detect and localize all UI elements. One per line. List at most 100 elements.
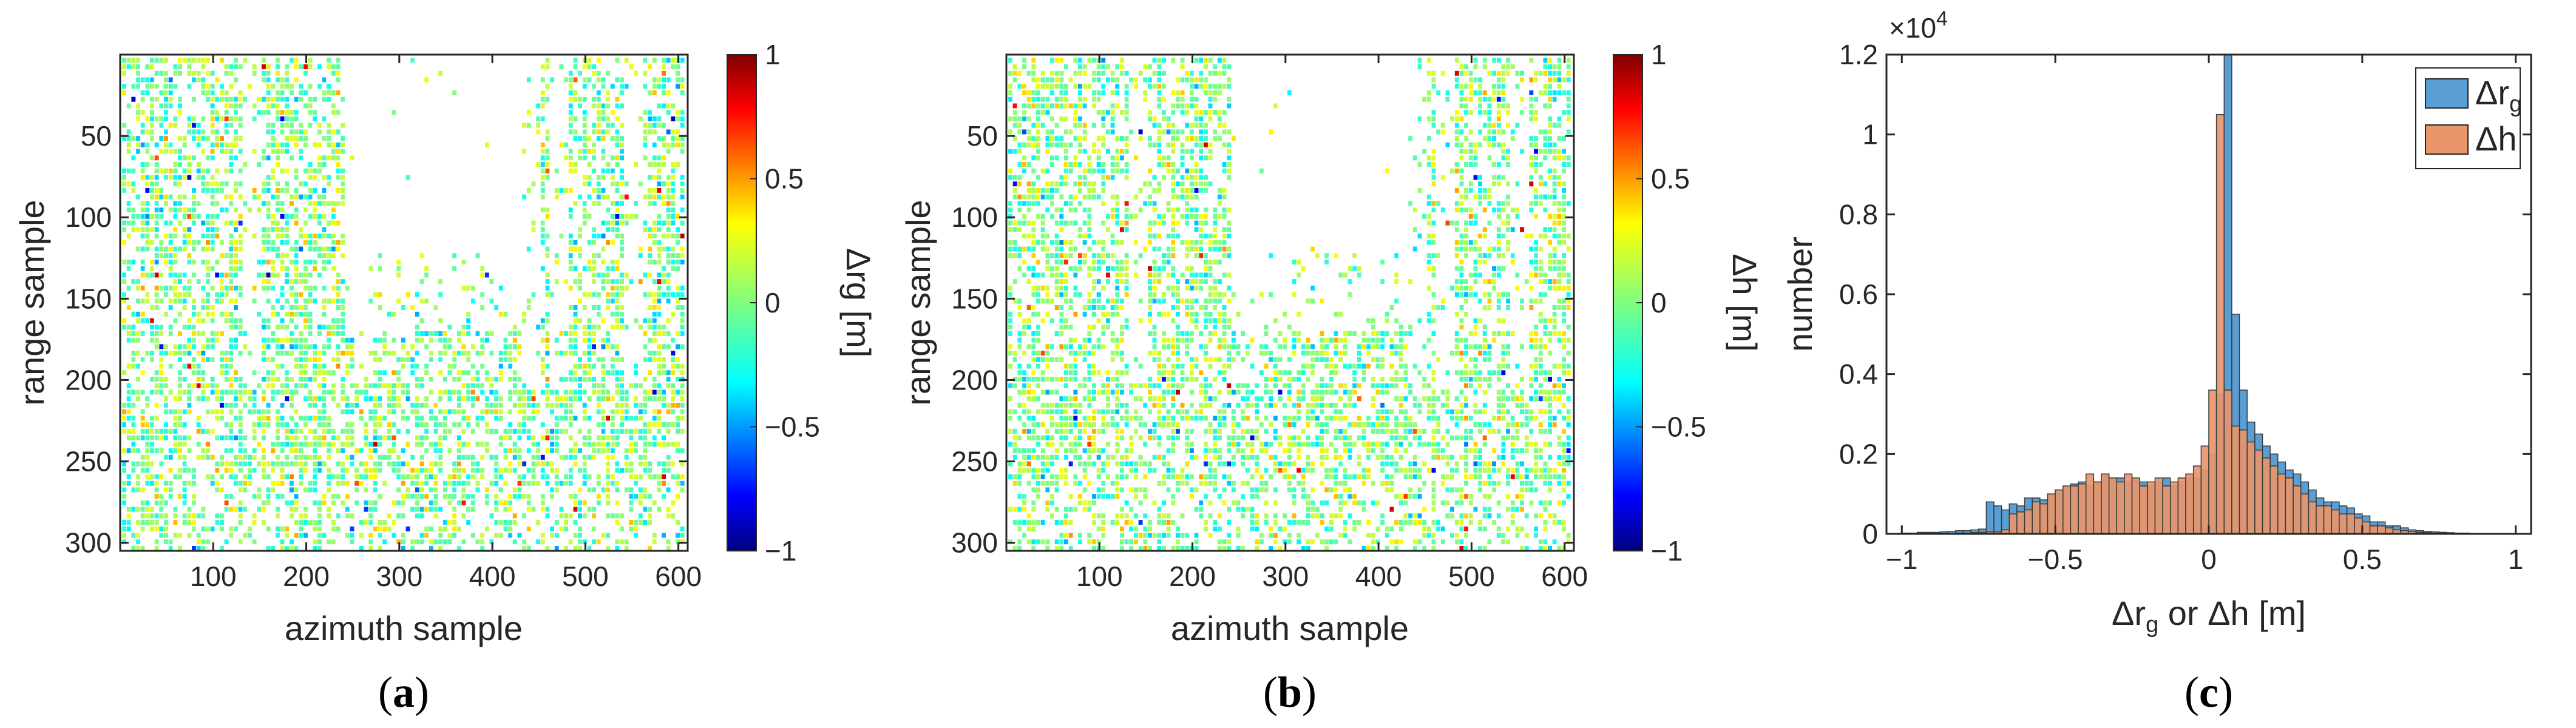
residual-pixel bbox=[1045, 96, 1050, 102]
residual-pixel bbox=[582, 142, 587, 147]
residual-pixel bbox=[201, 507, 206, 512]
residual-pixel bbox=[229, 168, 234, 174]
residual-pixel bbox=[540, 266, 545, 271]
residual-pixel bbox=[290, 513, 294, 519]
residual-pixel bbox=[140, 370, 145, 376]
residual-pixel bbox=[1050, 253, 1054, 258]
residual-pixel bbox=[601, 428, 606, 434]
residual-pixel bbox=[624, 539, 629, 545]
residual-pixel bbox=[359, 461, 364, 467]
residual-pixel bbox=[419, 468, 424, 473]
residual-pixel bbox=[494, 454, 499, 460]
residual-pixel bbox=[596, 110, 601, 115]
residual-pixel bbox=[522, 546, 527, 551]
residual-pixel bbox=[1459, 201, 1464, 206]
residual-pixel bbox=[648, 305, 652, 310]
residual-pixel bbox=[1134, 77, 1138, 83]
residual-pixel bbox=[122, 58, 126, 63]
residual-pixel bbox=[1054, 123, 1059, 128]
residual-pixel bbox=[508, 507, 513, 512]
residual-pixel bbox=[1190, 187, 1194, 193]
residual-pixel bbox=[648, 272, 652, 278]
residual-pixel bbox=[545, 246, 550, 252]
residual-pixel bbox=[238, 513, 243, 519]
residual-pixel bbox=[317, 370, 322, 376]
residual-pixel bbox=[336, 480, 341, 486]
residual-pixel bbox=[285, 220, 290, 226]
residual-pixel bbox=[587, 474, 592, 479]
residual-pixel bbox=[592, 487, 596, 493]
residual-pixel bbox=[648, 116, 652, 121]
residual-pixel bbox=[582, 129, 587, 135]
residual-pixel bbox=[648, 507, 652, 512]
residual-pixel bbox=[187, 337, 192, 343]
residual-pixel bbox=[126, 266, 131, 271]
residual-pixel bbox=[461, 428, 466, 434]
residual-pixel bbox=[252, 402, 257, 408]
residual-pixel bbox=[620, 285, 624, 291]
residual-pixel bbox=[341, 442, 345, 447]
residual-pixel bbox=[536, 409, 541, 414]
residual-pixel bbox=[652, 155, 657, 161]
residual-pixel bbox=[327, 181, 331, 187]
residual-pixel bbox=[662, 435, 666, 440]
residual-pixel bbox=[676, 533, 680, 538]
residual-pixel bbox=[294, 110, 299, 115]
residual-pixel bbox=[140, 285, 145, 291]
residual-pixel bbox=[341, 311, 345, 317]
residual-pixel bbox=[452, 461, 457, 467]
residual-pixel bbox=[341, 201, 345, 206]
residual-pixel bbox=[299, 181, 303, 187]
residual-pixel bbox=[1012, 136, 1017, 141]
residual-pixel bbox=[410, 409, 415, 414]
residual-pixel bbox=[1217, 110, 1222, 115]
residual-pixel bbox=[168, 168, 173, 174]
residual-pixel bbox=[159, 253, 164, 258]
residual-pixel bbox=[1412, 155, 1417, 161]
residual-pixel bbox=[1059, 227, 1064, 232]
residual-pixel bbox=[666, 259, 671, 265]
residual-pixel bbox=[578, 383, 582, 388]
residual-pixel bbox=[350, 402, 354, 408]
residual-pixel bbox=[350, 337, 354, 343]
residual-pixel bbox=[290, 461, 294, 467]
residual-pixel bbox=[290, 305, 294, 310]
residual-pixel bbox=[1426, 70, 1431, 76]
residual-pixel bbox=[396, 454, 401, 460]
residual-pixel bbox=[1548, 136, 1552, 141]
residual-pixel bbox=[234, 285, 238, 291]
residual-pixel bbox=[154, 142, 159, 147]
residual-pixel bbox=[178, 448, 182, 453]
residual-pixel bbox=[159, 331, 164, 336]
residual-pixel bbox=[1431, 162, 1436, 167]
residual-pixel bbox=[666, 513, 671, 519]
residual-pixel bbox=[1022, 90, 1026, 95]
residual-pixel bbox=[294, 454, 299, 460]
residual-pixel bbox=[1078, 142, 1082, 147]
residual-pixel bbox=[615, 116, 620, 121]
residual-pixel bbox=[550, 487, 554, 493]
residual-pixel bbox=[131, 64, 136, 70]
residual-pixel bbox=[210, 246, 215, 252]
residual-pixel bbox=[438, 70, 443, 76]
residual-pixel bbox=[368, 500, 373, 505]
residual-pixel bbox=[671, 442, 676, 447]
residual-pixel bbox=[294, 142, 299, 147]
residual-pixel bbox=[540, 494, 545, 499]
residual-pixel bbox=[1017, 194, 1022, 200]
residual-pixel bbox=[1506, 149, 1510, 154]
residual-pixel bbox=[145, 201, 150, 206]
residual-pixel bbox=[442, 526, 447, 531]
residual-pixel bbox=[294, 214, 299, 219]
residual-pixel bbox=[285, 500, 290, 505]
residual-pixel bbox=[657, 389, 662, 395]
residual-pixel bbox=[1120, 136, 1124, 141]
residual-pixel bbox=[238, 64, 243, 70]
residual-pixel bbox=[1548, 103, 1552, 109]
residual-pixel bbox=[680, 175, 685, 180]
residual-pixel bbox=[503, 357, 508, 362]
residual-pixel bbox=[1204, 90, 1208, 95]
residual-pixel bbox=[331, 494, 336, 499]
residual-pixel bbox=[415, 539, 419, 545]
residual-pixel bbox=[671, 389, 676, 395]
